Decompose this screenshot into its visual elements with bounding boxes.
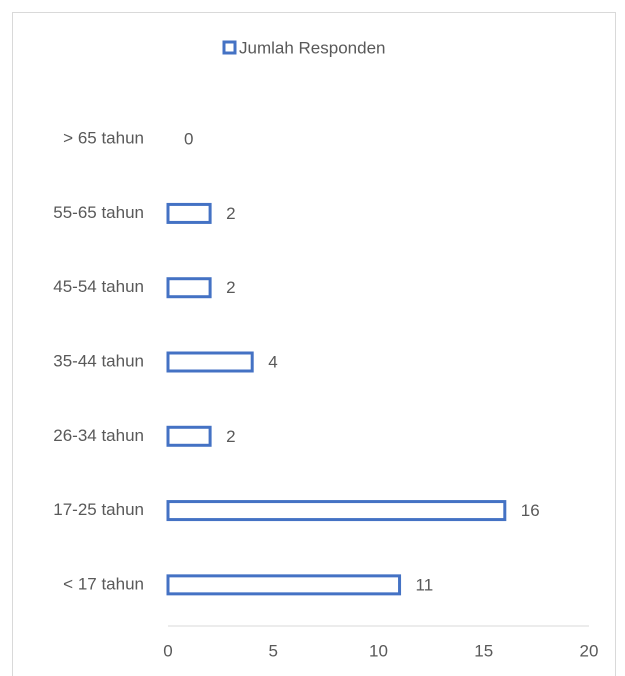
data-label: 11 — [416, 575, 434, 594]
bar — [166, 277, 212, 299]
y-tick-label: 55-65 tahun — [53, 203, 144, 222]
data-label: 2 — [226, 204, 235, 223]
bar — [166, 425, 212, 447]
data-label: 2 — [226, 278, 235, 297]
y-tick-label: < 17 tahun — [63, 574, 144, 593]
x-tick-label: 15 — [474, 641, 493, 660]
x-tick-label: 20 — [580, 641, 599, 660]
bar — [166, 351, 254, 373]
legend-label: Jumlah Responden — [239, 38, 385, 57]
y-tick-label: 45-54 tahun — [53, 277, 144, 296]
data-label: 0 — [184, 130, 193, 149]
data-label: 4 — [268, 352, 277, 371]
x-tick-label: 0 — [163, 641, 172, 660]
bar — [166, 574, 402, 596]
chart-frame — [12, 12, 616, 676]
y-tick-label: 26-34 tahun — [53, 426, 144, 445]
bar — [166, 500, 507, 522]
x-tick-label: 5 — [269, 641, 278, 660]
x-tick-label: 10 — [369, 641, 388, 660]
y-tick-label: 35-44 tahun — [53, 351, 144, 370]
bar — [166, 202, 212, 224]
y-tick-label: 17-25 tahun — [53, 500, 144, 519]
data-label: 16 — [521, 501, 540, 520]
y-tick-label: > 65 tahun — [63, 129, 144, 148]
data-label: 2 — [226, 427, 235, 446]
legend-swatch — [222, 40, 237, 55]
